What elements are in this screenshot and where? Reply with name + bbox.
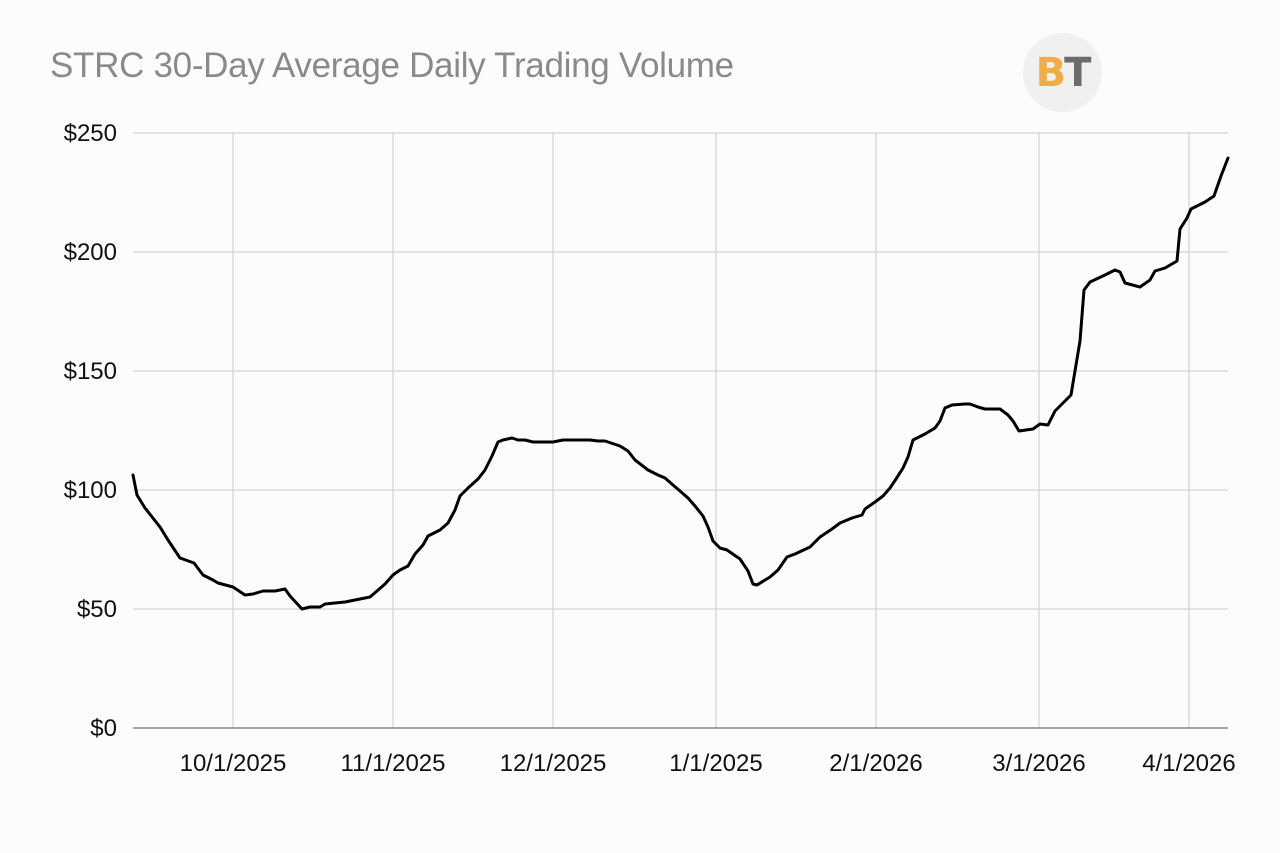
y-tick-label: $50 (77, 596, 117, 623)
x-axis-tick-labels: 10/1/2025 11/1/2025 12/1/2025 1/1/2025 2/1/2… (180, 750, 1236, 777)
chart-title: STRC 30-Day Average Daily Trading Volume (50, 46, 734, 85)
logo-letter-t: T (1064, 49, 1091, 96)
y-tick-label: $250 (64, 120, 117, 147)
x-tick-label: 1/1/2025 (669, 750, 762, 777)
x-tick-label: 3/1/2026 (992, 750, 1085, 777)
x-tick-label: 10/1/2025 (180, 750, 287, 777)
volume-line-series (131, 156, 1230, 611)
y-tick-label: $100 (64, 477, 117, 504)
y-axis-tick-labels: $0 $50 $100 $150 $200 $250 (64, 120, 117, 742)
y-tick-label: $200 (64, 239, 117, 266)
x-tick-label: 4/1/2026 (1142, 750, 1235, 777)
horizontal-gridlines (133, 132, 1228, 610)
logo-letter-b: B (1035, 49, 1066, 96)
vertical-gridlines (232, 133, 1190, 728)
x-tick-label: 11/1/2025 (341, 750, 446, 777)
x-tick-label: 2/1/2026 (829, 750, 922, 777)
y-tick-label: $0 (90, 715, 117, 742)
y-tick-label: $150 (64, 358, 117, 385)
x-tick-label: 12/1/2025 (500, 750, 607, 777)
